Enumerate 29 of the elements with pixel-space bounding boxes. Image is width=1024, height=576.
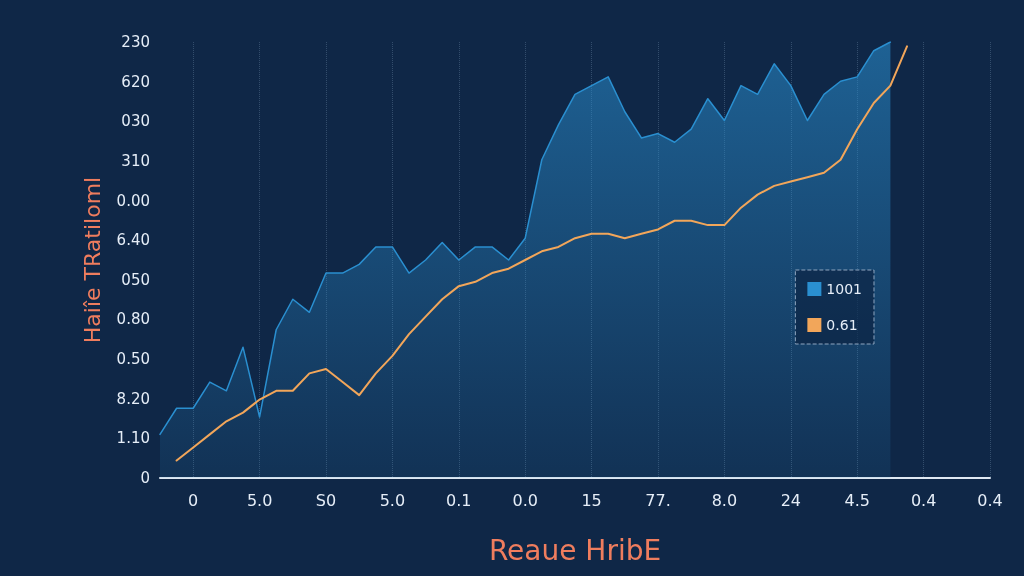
text: 230 xyxy=(121,33,150,51)
x-tick-label: 77. xyxy=(645,490,671,510)
text: 310 xyxy=(121,151,150,170)
text: 0.80 xyxy=(116,310,150,329)
legend-label: 0.61 xyxy=(826,317,858,333)
x-tick-label: 0.1 xyxy=(446,490,472,510)
x-axis-title: Reaue HribE xyxy=(488,533,662,567)
x-tick-label: 5.0 xyxy=(246,490,273,510)
x-tick-label: 0 xyxy=(188,490,199,510)
y-axis-title: Haiîe TRatiloml xyxy=(79,176,105,344)
text: 050 xyxy=(121,270,150,289)
text: 1.10 xyxy=(116,429,150,448)
x-tick-label: 24 xyxy=(780,490,801,510)
text: 0.00 xyxy=(116,191,150,210)
legend-label: 1001 xyxy=(826,281,863,297)
x-tick-label: 0.4 xyxy=(910,490,937,510)
x-tick-label: 4.5 xyxy=(844,490,870,510)
text: 0 xyxy=(140,469,150,487)
text: 6.40 xyxy=(116,231,150,250)
x-tick-label: S0 xyxy=(315,490,337,510)
text: 0.50 xyxy=(116,350,150,369)
x-tick-label: 0.0 xyxy=(512,490,538,510)
text: 030 xyxy=(121,112,150,131)
x-tick-label: 15 xyxy=(581,490,602,510)
text: 620 xyxy=(121,72,150,91)
x-tick-label: 0.4 xyxy=(977,490,1003,510)
x-tick-label: 5.0 xyxy=(379,490,406,510)
x-tick-label: 8.0 xyxy=(711,490,738,510)
text: 8.20 xyxy=(116,389,150,408)
